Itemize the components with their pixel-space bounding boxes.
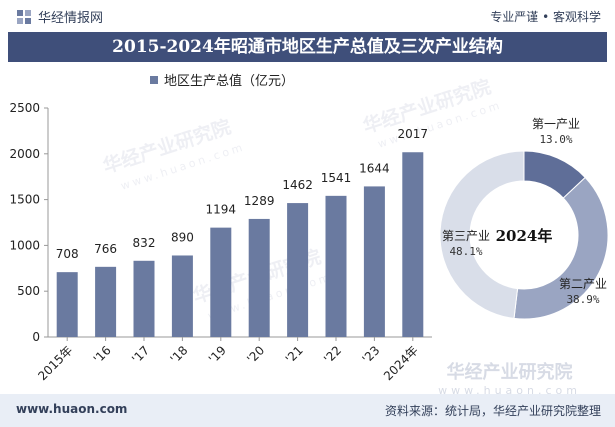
watermark-name: 华经产业研究院 <box>446 362 573 383</box>
pie-center-label: 2024年 <box>496 227 553 245</box>
chart-title: 2015-2024年昭通市地区生产总值及三次产业结构 <box>8 32 607 62</box>
brand-logo-icon <box>17 9 31 24</box>
x-tick-label: '16 <box>91 343 114 366</box>
y-tick-label: 500 <box>17 284 40 298</box>
x-tick-label: 2024年 <box>381 343 421 383</box>
x-tick-label: '19 <box>206 343 229 366</box>
bar-value-label: 890 <box>171 230 194 244</box>
pie-slice <box>439 150 525 319</box>
legend-label: 地区生产总值（亿元） <box>164 74 295 89</box>
bar <box>56 272 78 337</box>
x-tick-label: '20 <box>244 343 267 366</box>
corner-watermark: 华经产业研究院 www.huaon.com <box>438 358 581 397</box>
bar-value-label: 708 <box>56 247 79 261</box>
bar-value-label: 1644 <box>359 161 390 175</box>
pie-slice-value: 38.9% <box>566 293 599 306</box>
footer-source: 资料来源：统计局，华经产业研究院整理 <box>384 404 601 418</box>
bar <box>325 195 347 337</box>
x-tick-label: 2015年 <box>35 343 75 383</box>
pie-slice-label: 第一产业 <box>532 117 580 131</box>
bar <box>402 152 424 337</box>
bar <box>287 203 309 337</box>
bar <box>248 218 270 337</box>
bar <box>133 260 155 337</box>
bar-value-label: 1462 <box>282 178 313 192</box>
x-tick-label: '21 <box>283 343 306 366</box>
x-tick-label: '18 <box>167 343 190 366</box>
bar <box>171 255 193 337</box>
bar-value-label: 2017 <box>398 127 429 141</box>
x-tick-label: '17 <box>129 343 152 366</box>
y-tick-label: 1500 <box>9 193 40 207</box>
footer: www.huaon.com 资料来源：统计局，华经产业研究院整理 <box>0 394 615 427</box>
bar-value-label: 832 <box>133 236 156 250</box>
bar <box>210 227 232 337</box>
pie-slice-label: 第二产业 <box>559 277 607 291</box>
bar-value-label: 766 <box>94 242 117 256</box>
bar <box>95 266 117 337</box>
pie-slice <box>513 176 609 320</box>
footer-url: www.huaon.com <box>16 402 128 416</box>
x-tick-label: '22 <box>321 343 344 366</box>
bar <box>363 186 385 337</box>
y-tick-label: 2000 <box>9 147 40 161</box>
top-bar: 华经情报网 专业严谨 • 客观科学 <box>0 0 615 30</box>
pie-slice-value: 13.0% <box>539 133 572 146</box>
bar-value-label: 1194 <box>206 203 237 217</box>
chart-legend: 地区生产总值（亿元） <box>150 70 294 89</box>
tagline: 专业严谨 • 客观科学 <box>490 10 601 24</box>
brand-name: 华经情报网 <box>38 11 104 26</box>
watermark-site: www.huaon.com <box>438 384 581 397</box>
pie-slice-value: 48.1% <box>449 245 482 258</box>
y-tick-label: 2500 <box>9 101 40 115</box>
x-tick-label: '23 <box>359 343 382 366</box>
y-tick-label: 0 <box>32 330 40 344</box>
pie-slice-label: 第三产业 <box>442 229 490 243</box>
bar-value-label: 1289 <box>244 194 275 208</box>
y-tick-label: 1000 <box>9 238 40 252</box>
bar-value-label: 1541 <box>321 171 352 185</box>
brand: 华经情报网 <box>16 7 103 26</box>
legend-swatch <box>150 75 158 84</box>
